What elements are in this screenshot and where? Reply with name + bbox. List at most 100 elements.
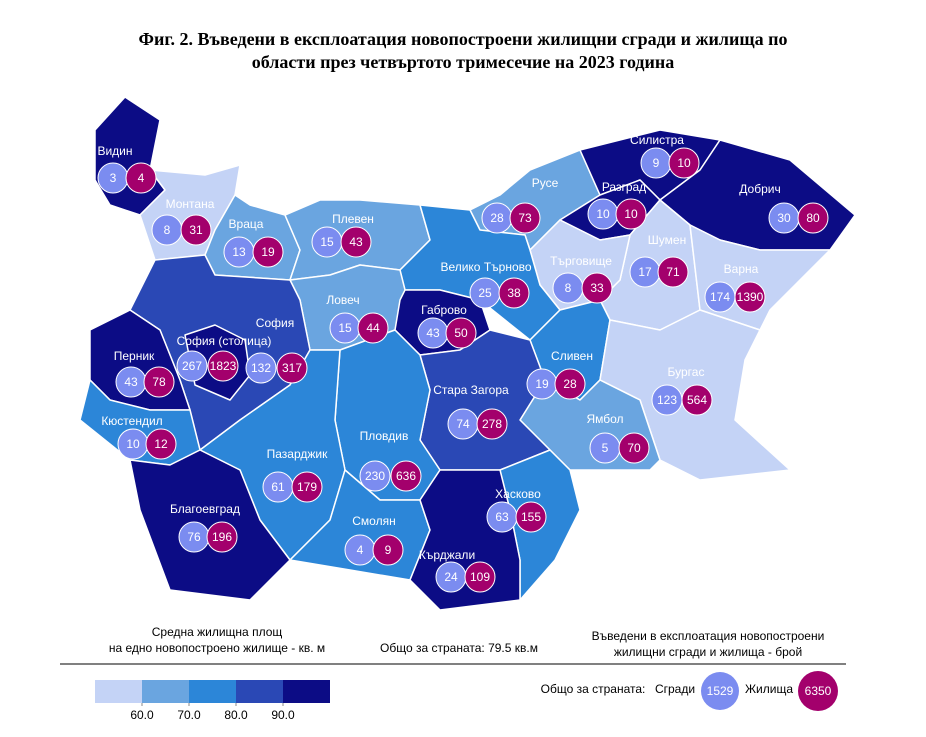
buildings-value: 61 — [271, 480, 285, 494]
dwellings-total: 6350 — [805, 684, 832, 698]
buildings-value: 74 — [456, 417, 470, 431]
legend: Средна жилищна площ на едно новопостроено… — [95, 625, 838, 722]
region-name: Търговище — [550, 254, 612, 268]
region-name: Бургас — [668, 365, 705, 379]
dwellings-value: 70 — [627, 441, 641, 455]
dwellings-value: 80 — [806, 211, 820, 225]
buildings-circle — [176, 350, 208, 382]
dwellings-circle — [509, 202, 541, 234]
dwellings-value: 278 — [482, 417, 502, 431]
buildings-value: 13 — [232, 245, 246, 259]
legend-title: жилищни сгради и жилища - брой — [614, 645, 802, 659]
dwellings-value: 19 — [261, 245, 275, 259]
region-name: Габрово — [421, 303, 467, 317]
title: Фиг. 2. Въведени в експлоатация новопост… — [139, 29, 788, 49]
dwellings-value: 50 — [454, 326, 468, 340]
region-name: Пловдив — [360, 429, 409, 443]
region-name: Варна — [724, 262, 759, 276]
dwellings-value: 179 — [297, 480, 317, 494]
buildings-value: 10 — [596, 207, 610, 221]
buildings-value: 43 — [426, 326, 440, 340]
buildings-circle — [245, 352, 277, 384]
tick-label: 70.0 — [177, 708, 201, 722]
buildings-total: 1529 — [707, 684, 734, 698]
dwellings-value: 636 — [396, 469, 416, 483]
dwellings-value: 38 — [507, 286, 521, 300]
buildings-value: 9 — [653, 156, 660, 170]
region-name: София (столица) — [177, 334, 272, 348]
title: области през четвъртото тримесечие на 20… — [252, 52, 675, 72]
region-name: Силистра — [630, 133, 684, 147]
dwellings-circle — [372, 534, 404, 566]
dwellings-value: 196 — [212, 530, 232, 544]
dwellings-circle — [476, 408, 508, 440]
color-swatch — [95, 680, 142, 703]
color-swatch — [189, 680, 236, 703]
dwellings-value: 1823 — [210, 359, 237, 373]
region-name: Благоевград — [170, 502, 240, 516]
dwellings-circle — [445, 317, 477, 349]
buildings-label: Сгради — [655, 682, 695, 696]
buildings-value: 8 — [565, 281, 572, 295]
legend-title: Въведени в експлоатация новопостроени — [592, 629, 825, 643]
buildings-value: 4 — [357, 543, 364, 557]
region-name: Монтана — [166, 197, 215, 211]
dwellings-circle — [657, 256, 689, 288]
region-name: Шумен — [648, 233, 686, 247]
buildings-value: 17 — [638, 265, 652, 279]
dwellings-circle — [125, 162, 157, 194]
buildings-value: 24 — [444, 570, 458, 584]
buildings-total-circle — [701, 672, 739, 710]
dwellings-label: Жилища — [745, 682, 793, 696]
region-name: Смолян — [352, 514, 395, 528]
dwellings-circle — [252, 236, 284, 268]
color-swatch — [283, 680, 330, 703]
dwellings-circle — [515, 501, 547, 533]
buildings-value: 43 — [124, 375, 138, 389]
dwellings-circle — [681, 384, 713, 416]
dwellings-circle — [390, 460, 422, 492]
dwellings-circle — [668, 147, 700, 179]
region-name: Кюстендил — [101, 414, 162, 428]
buildings-value: 267 — [182, 359, 202, 373]
dwellings-value: 44 — [366, 321, 380, 335]
region-name: Ямбол — [586, 412, 623, 426]
dwellings-value: 4 — [138, 171, 145, 185]
buildings-value: 63 — [495, 510, 509, 524]
buildings-value: 174 — [710, 290, 730, 304]
buildings-value: 132 — [251, 361, 271, 375]
color-swatch — [142, 680, 189, 703]
buildings-value: 3 — [110, 171, 117, 185]
buildings-value: 10 — [126, 437, 140, 451]
dwellings-value: 33 — [590, 281, 604, 295]
region-name: Добрич — [739, 182, 780, 196]
dwellings-circle — [615, 198, 647, 230]
dwellings-circle — [464, 561, 496, 593]
buildings-value: 8 — [164, 223, 171, 237]
buildings-value: 15 — [320, 235, 334, 249]
buildings-value: 30 — [777, 211, 791, 225]
dwellings-circle — [143, 366, 175, 398]
region-name: Сливен — [551, 349, 593, 363]
region-name: Велико Търново — [440, 260, 531, 274]
dwellings-circle — [498, 277, 530, 309]
dwellings-circle — [554, 368, 586, 400]
dwellings-value: 109 — [470, 570, 490, 584]
region-name: Ловеч — [326, 293, 359, 307]
region-name: София — [256, 316, 294, 330]
buildings-value: 25 — [478, 286, 492, 300]
buildings-value: 5 — [602, 441, 609, 455]
region-name: Видин — [97, 144, 132, 158]
dwellings-value: 73 — [518, 211, 532, 225]
dwellings-value: 1390 — [737, 290, 764, 304]
dwellings-value: 12 — [154, 437, 168, 451]
dwellings-total-circle — [798, 671, 838, 711]
region-name: Враца — [229, 217, 264, 231]
dwellings-circle — [581, 272, 613, 304]
dwellings-value: 31 — [189, 223, 203, 237]
legend-title: Средна жилищна площ — [152, 625, 283, 639]
region-name: Русе — [532, 176, 559, 190]
tick-label: 60.0 — [130, 708, 154, 722]
dwellings-value: 10 — [677, 156, 691, 170]
